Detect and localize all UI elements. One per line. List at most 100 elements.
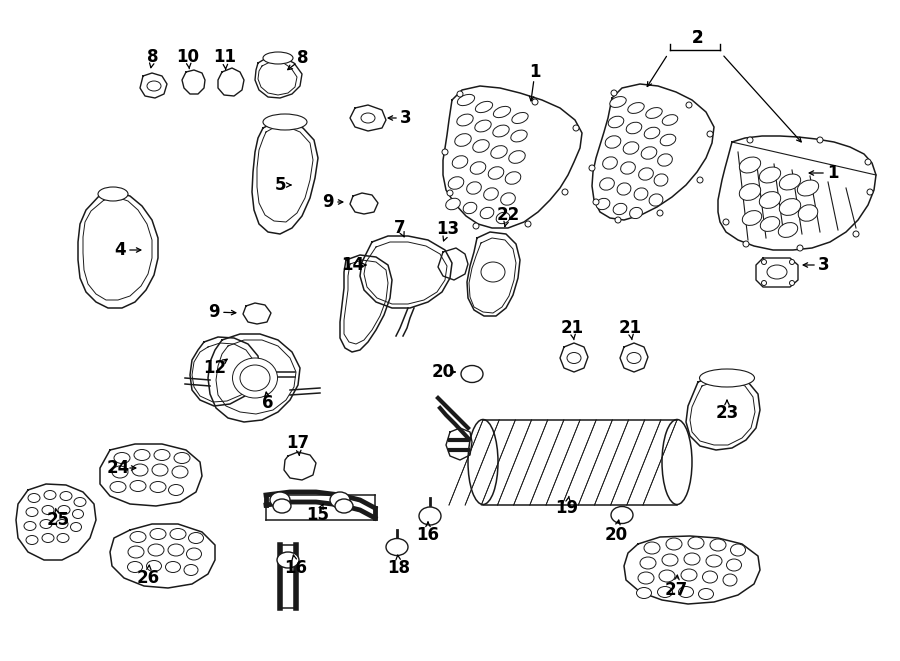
Ellipse shape (760, 167, 780, 183)
Ellipse shape (232, 358, 277, 398)
Ellipse shape (603, 157, 617, 169)
Ellipse shape (457, 95, 474, 106)
Ellipse shape (473, 223, 479, 229)
Ellipse shape (26, 508, 38, 516)
Polygon shape (100, 444, 202, 506)
Ellipse shape (511, 130, 527, 142)
Polygon shape (718, 136, 876, 250)
Polygon shape (686, 376, 760, 450)
Ellipse shape (697, 177, 703, 183)
Ellipse shape (739, 157, 760, 173)
Ellipse shape (186, 548, 202, 560)
Text: 13: 13 (436, 220, 460, 238)
Ellipse shape (662, 554, 678, 566)
Text: 1: 1 (827, 164, 839, 182)
Ellipse shape (335, 499, 353, 513)
Ellipse shape (330, 492, 350, 508)
Polygon shape (467, 232, 520, 316)
Polygon shape (446, 428, 472, 460)
Text: 3: 3 (400, 109, 412, 127)
Ellipse shape (686, 102, 692, 108)
Ellipse shape (168, 485, 184, 496)
Ellipse shape (152, 464, 168, 476)
Ellipse shape (184, 564, 198, 576)
Ellipse shape (74, 498, 86, 506)
Ellipse shape (442, 149, 448, 155)
Ellipse shape (706, 555, 722, 567)
Ellipse shape (621, 162, 635, 174)
Ellipse shape (747, 137, 753, 143)
Polygon shape (443, 86, 582, 228)
Text: 26: 26 (137, 569, 159, 587)
Text: 24: 24 (106, 459, 130, 477)
Ellipse shape (779, 198, 801, 215)
Ellipse shape (467, 182, 482, 194)
Ellipse shape (605, 136, 621, 148)
Text: 7: 7 (394, 219, 406, 237)
Ellipse shape (147, 561, 161, 572)
Ellipse shape (154, 449, 170, 461)
Ellipse shape (640, 557, 656, 569)
Ellipse shape (593, 199, 599, 205)
Ellipse shape (638, 572, 654, 584)
Ellipse shape (658, 154, 672, 166)
Ellipse shape (273, 499, 291, 513)
Text: 5: 5 (274, 176, 286, 194)
Text: 16: 16 (284, 559, 308, 577)
Ellipse shape (58, 506, 70, 514)
Ellipse shape (596, 198, 610, 210)
Ellipse shape (626, 122, 642, 134)
Ellipse shape (170, 529, 186, 539)
Ellipse shape (42, 506, 54, 514)
Ellipse shape (789, 280, 795, 286)
Ellipse shape (627, 352, 641, 364)
Ellipse shape (454, 134, 472, 146)
Ellipse shape (562, 189, 568, 195)
Polygon shape (756, 258, 798, 287)
Polygon shape (182, 70, 205, 94)
Ellipse shape (666, 538, 682, 550)
Ellipse shape (817, 137, 823, 143)
Text: 10: 10 (176, 48, 200, 66)
Ellipse shape (797, 245, 803, 251)
Ellipse shape (446, 198, 460, 210)
Text: 2: 2 (691, 29, 703, 47)
Ellipse shape (26, 535, 38, 545)
Ellipse shape (699, 369, 754, 387)
Ellipse shape (42, 533, 54, 543)
Ellipse shape (731, 544, 745, 556)
Ellipse shape (710, 539, 726, 551)
Polygon shape (110, 524, 215, 588)
Text: 25: 25 (47, 511, 69, 529)
Ellipse shape (630, 208, 643, 219)
Polygon shape (340, 255, 392, 352)
Polygon shape (243, 303, 271, 324)
Ellipse shape (662, 114, 678, 126)
Ellipse shape (488, 167, 504, 179)
Text: 15: 15 (307, 506, 329, 524)
Ellipse shape (481, 208, 494, 219)
Ellipse shape (617, 183, 631, 195)
Ellipse shape (659, 570, 675, 582)
Ellipse shape (778, 223, 797, 237)
Polygon shape (483, 420, 677, 505)
Ellipse shape (532, 99, 538, 105)
Ellipse shape (468, 420, 498, 504)
Ellipse shape (761, 280, 767, 286)
Ellipse shape (684, 553, 700, 565)
Ellipse shape (447, 190, 453, 196)
Ellipse shape (853, 231, 859, 237)
Ellipse shape (628, 102, 644, 114)
Ellipse shape (610, 97, 626, 108)
Ellipse shape (798, 205, 818, 221)
Ellipse shape (867, 189, 873, 195)
Ellipse shape (44, 490, 56, 500)
Ellipse shape (505, 172, 521, 184)
Polygon shape (438, 248, 468, 280)
Ellipse shape (270, 492, 290, 508)
Ellipse shape (128, 561, 142, 572)
Polygon shape (78, 192, 158, 308)
Ellipse shape (57, 533, 69, 543)
Ellipse shape (56, 520, 68, 529)
Ellipse shape (73, 510, 84, 518)
